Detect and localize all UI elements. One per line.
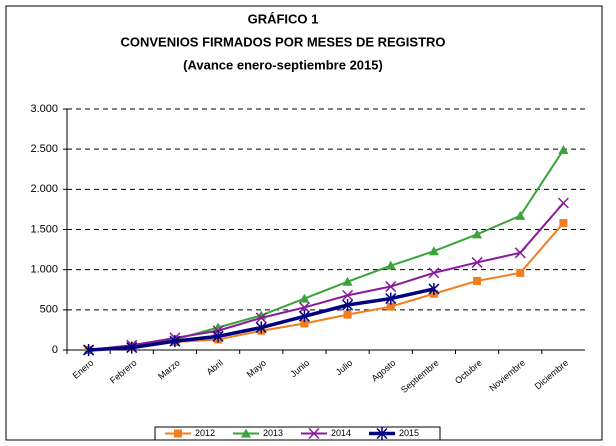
marker (557, 197, 569, 209)
y-tick-label: 3.000 (30, 103, 58, 115)
legend-marker (308, 427, 320, 440)
marker (385, 281, 397, 293)
marker (255, 321, 267, 334)
y-tick-label: 1.000 (30, 264, 58, 276)
legend-label: 2013 (263, 428, 283, 438)
marker (472, 229, 483, 239)
marker (212, 330, 224, 343)
legend-marker (241, 428, 251, 438)
marker (558, 144, 569, 154)
marker (298, 310, 310, 323)
legend-label: 2014 (331, 428, 351, 438)
marker (298, 301, 310, 313)
marker (385, 292, 397, 305)
y-tick-label: 1.500 (30, 223, 58, 235)
marker (428, 267, 440, 279)
y-tick-label: 0 (52, 344, 58, 356)
legend-label: 2012 (195, 428, 215, 438)
y-tick-label: 2.000 (30, 183, 58, 195)
marker (385, 260, 396, 270)
marker (514, 247, 526, 259)
y-tick-label: 2.500 (30, 143, 58, 155)
marker (386, 302, 395, 311)
legend-label: 2015 (399, 428, 419, 438)
marker (342, 299, 354, 312)
legend-box (154, 426, 441, 441)
marker (342, 276, 353, 286)
marker (428, 282, 440, 295)
marker (83, 344, 95, 356)
marker (300, 319, 309, 328)
series-line (88, 202, 565, 351)
marker (559, 219, 568, 228)
marker (169, 335, 181, 348)
legend-marker (376, 427, 388, 440)
marker (428, 246, 439, 256)
marker (516, 268, 525, 277)
chart-subtitle: CONVENIOS FIRMADOS POR MESES DE REGISTRO (120, 34, 445, 49)
marker (342, 289, 354, 301)
legend-marker (174, 429, 182, 438)
marker (299, 293, 310, 303)
marker (343, 310, 352, 319)
marker (473, 276, 482, 285)
marker (515, 210, 526, 220)
chart-title: GRÁFICO 1 (248, 11, 319, 26)
marker (255, 312, 267, 324)
y-tick-label: 500 (40, 304, 58, 316)
marker (471, 256, 483, 268)
marker (126, 341, 138, 354)
chart-note: (Avance enero-septiembre 2015) (183, 57, 383, 72)
